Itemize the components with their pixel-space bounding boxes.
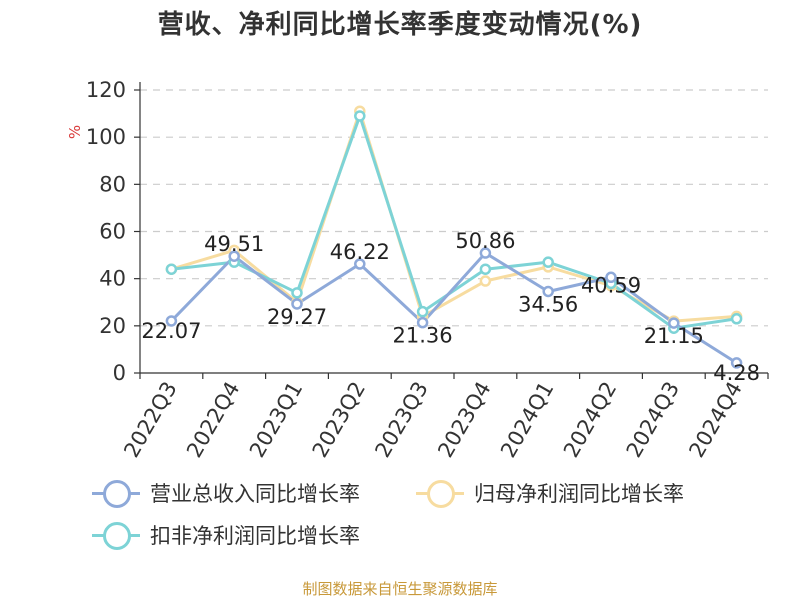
data-label: 22.07 bbox=[141, 319, 201, 343]
x-tick-label: 2023Q2 bbox=[308, 378, 370, 462]
y-tick-label: 120 bbox=[86, 78, 126, 102]
data-label: 40.59 bbox=[581, 273, 641, 297]
data-point bbox=[479, 263, 492, 275]
series-line bbox=[171, 114, 737, 330]
data-point bbox=[542, 256, 554, 268]
x-tick-label: 2023Q1 bbox=[245, 378, 307, 462]
data-point bbox=[291, 298, 303, 310]
legend-item-deducted-net-profit[interactable]: 扣非净利润同比增长率 bbox=[92, 520, 360, 550]
data-label: 21.15 bbox=[644, 324, 704, 348]
data-label: 34.56 bbox=[518, 292, 578, 316]
series-line bbox=[170, 251, 738, 365]
data-label: 4.28 bbox=[713, 361, 760, 385]
data-point bbox=[605, 271, 617, 284]
y-tick-label: 40 bbox=[99, 267, 126, 291]
y-axis-label: % bbox=[66, 125, 84, 139]
legend-label-deducted-net-profit: 扣非净利润同比增长率 bbox=[150, 524, 360, 548]
source-note: 制图数据来自恒生聚源数据库 bbox=[302, 580, 498, 598]
legend-label-revenue: 营业总收入同比增长率 bbox=[150, 482, 360, 506]
x-tick-label: 2024Q2 bbox=[559, 378, 621, 462]
data-point bbox=[354, 110, 366, 122]
data-label: 50.86 bbox=[455, 229, 515, 253]
x-tick-label: 2024Q3 bbox=[622, 378, 684, 462]
x-tick-label: 2024Q4 bbox=[684, 378, 746, 462]
data-point bbox=[165, 315, 178, 327]
x-tick-label: 2024Q1 bbox=[496, 378, 558, 462]
y-tick-label: 20 bbox=[99, 314, 126, 338]
legend-marker-deducted-net-profit bbox=[92, 521, 140, 550]
data-point bbox=[291, 287, 303, 299]
data-point bbox=[165, 263, 178, 275]
data-point bbox=[354, 258, 366, 270]
data-point bbox=[542, 285, 554, 298]
chart-title: 营收、净利同比增长率季度变动情况(%) bbox=[157, 10, 643, 40]
x-tick-label: 2022Q4 bbox=[182, 378, 244, 462]
y-tick-label: 100 bbox=[86, 125, 126, 149]
data-label: 29.27 bbox=[267, 305, 327, 329]
data-point bbox=[479, 247, 492, 259]
data-point bbox=[416, 316, 429, 329]
y-tick-label: 60 bbox=[99, 220, 126, 244]
data-point bbox=[730, 357, 743, 369]
y-tick-label: 0 bbox=[113, 361, 126, 385]
legend-marker-net-profit bbox=[416, 479, 464, 508]
data-label: 46.22 bbox=[330, 240, 390, 264]
legend-item-net-profit[interactable]: 归母净利润同比增长率 bbox=[416, 478, 684, 508]
legend-label-net-profit: 归母净利润同比增长率 bbox=[474, 482, 684, 506]
x-tick-label: 2023Q4 bbox=[433, 378, 495, 462]
data-point bbox=[668, 317, 680, 329]
data-point bbox=[416, 305, 429, 318]
data-label: 49.51 bbox=[204, 232, 264, 256]
x-tick-label: 2023Q3 bbox=[370, 378, 432, 462]
data-point bbox=[479, 275, 492, 287]
data-point bbox=[730, 313, 743, 325]
legend-item-revenue[interactable]: 营业总收入同比增长率 bbox=[92, 478, 360, 508]
data-label: 21.36 bbox=[393, 324, 453, 348]
x-tick-label: 2022Q3 bbox=[119, 378, 181, 462]
y-tick-label: 80 bbox=[99, 172, 126, 196]
legend-marker-revenue bbox=[92, 479, 140, 508]
data-point bbox=[228, 250, 240, 262]
